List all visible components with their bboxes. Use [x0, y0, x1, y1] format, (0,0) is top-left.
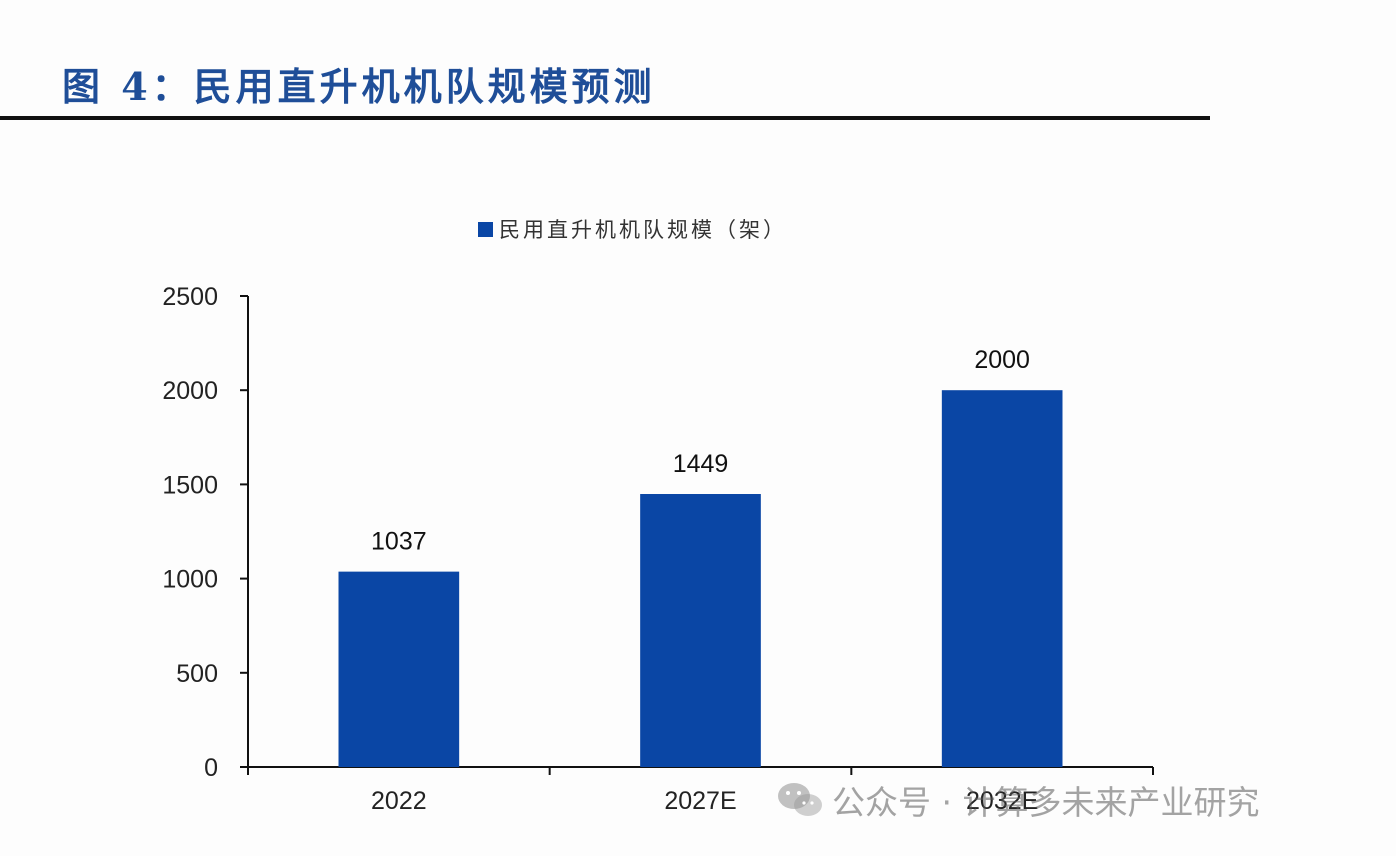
data-label: 1037 — [371, 528, 427, 556]
legend-label: 民用直升机机队规模（架） — [499, 218, 787, 242]
watermark-text: 公众号 · 计算多未来产业研究 — [832, 783, 1260, 822]
x-tick-label: 2032E — [966, 787, 1038, 815]
legend-swatch — [478, 221, 493, 237]
y-tick-label: 0 — [204, 754, 218, 782]
figure-title: 图 4：民用直升机机队规模预测 — [62, 64, 656, 109]
x-tick-label: 2022 — [371, 787, 427, 815]
y-tick-label: 2000 — [162, 377, 218, 405]
y-tick-label: 2500 — [162, 283, 218, 311]
x-tick-label: 2027E — [664, 787, 736, 815]
y-tick-label: 500 — [176, 660, 218, 688]
title-divider — [0, 116, 1210, 120]
chart-legend: 民用直升机机队规模（架） — [478, 214, 787, 244]
y-tick-label: 1500 — [162, 471, 218, 499]
y-tick-label: 1000 — [162, 566, 218, 594]
watermark: 公众号 · 计算多未来产业研究 — [776, 776, 1259, 824]
data-label: 2000 — [974, 346, 1030, 374]
bar — [338, 571, 460, 767]
data-label: 1449 — [673, 450, 729, 478]
wechat-icon — [778, 783, 822, 816]
bar — [640, 494, 761, 767]
bar — [941, 390, 1063, 767]
